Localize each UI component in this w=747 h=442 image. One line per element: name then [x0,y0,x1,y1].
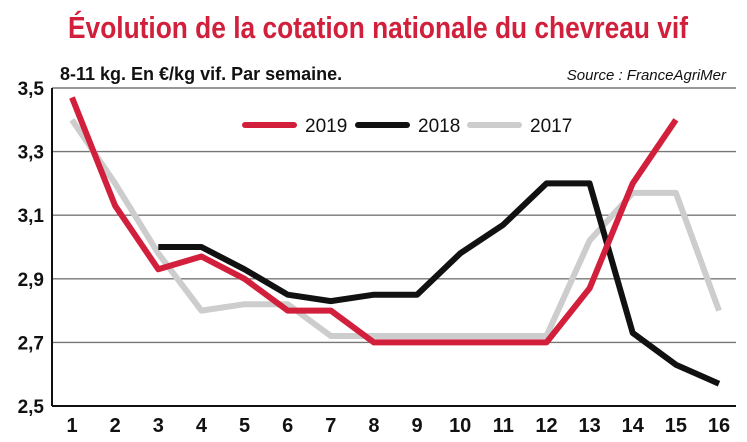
chart-title: Évolution de la cotation nationale du ch… [68,10,689,45]
grid-lines [52,87,736,407]
y-tick-label: 2,7 [18,333,44,354]
x-tick-label: 4 [196,415,208,437]
series-line-2017 [69,118,722,339]
legend-label-2018: 2018 [418,116,460,137]
series-lines [69,96,722,387]
x-tick-label: 2 [110,415,121,437]
series-line-2019 [69,96,679,346]
x-tick-label: 14 [622,415,645,437]
x-tick-label: 7 [325,415,336,437]
x-tick-label: 11 [493,415,514,437]
x-tick-label: 9 [412,415,423,437]
x-tick-label: 8 [368,415,379,437]
x-tick-label: 6 [282,415,293,437]
chart-subtitle: 8-11 kg. En €/kg vif. Par semaine. [60,64,342,84]
legend-label-2017: 2017 [530,116,572,137]
x-tick-label: 15 [665,415,687,437]
x-tick-label: 10 [449,415,471,437]
legend: 2019 2018 2017 [232,110,582,140]
x-tick-label: 5 [239,415,250,437]
y-tick-label: 2,9 [18,270,44,291]
chart-source: Source : FranceAgriMer [567,67,727,84]
x-tick-label: 1 [66,415,77,437]
y-tick-label: 3,3 [18,143,44,164]
y-tick-label: 3,1 [18,206,45,227]
y-tick-label: 2,5 [18,397,45,418]
legend-label-2019: 2019 [305,116,347,137]
axes: 2,52,72,93,13,33,51 2 3 4 5 6 7 8 9 10 11 12 13 14 15 1… [18,79,731,437]
x-tick-label: 3 [153,415,164,437]
x-tick-label: 12 [535,415,557,437]
series-line-2018 [158,180,721,387]
x-tick-label: 13 [578,415,600,437]
y-tick-label: 3,5 [18,79,45,100]
x-tick-label: 16 [708,415,730,437]
